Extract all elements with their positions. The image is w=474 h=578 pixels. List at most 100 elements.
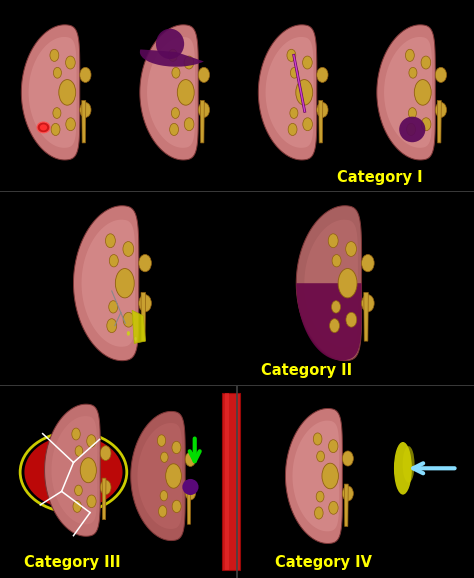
Polygon shape [141,292,146,341]
Ellipse shape [290,108,298,118]
Polygon shape [265,37,313,148]
Ellipse shape [139,295,151,312]
Ellipse shape [409,68,417,78]
Ellipse shape [329,318,339,332]
Polygon shape [292,421,339,531]
Polygon shape [73,206,139,361]
Ellipse shape [115,269,134,298]
Ellipse shape [287,49,296,61]
Ellipse shape [332,254,341,267]
Ellipse shape [313,433,322,445]
Polygon shape [140,25,198,160]
Ellipse shape [107,318,117,332]
Ellipse shape [184,56,194,69]
Bar [225,393,229,570]
Ellipse shape [177,80,194,105]
Ellipse shape [322,463,338,489]
Ellipse shape [74,485,82,496]
Ellipse shape [198,102,210,117]
Ellipse shape [291,68,299,78]
Ellipse shape [87,495,96,507]
Ellipse shape [127,331,130,336]
Polygon shape [285,409,342,543]
Ellipse shape [25,436,122,509]
Ellipse shape [156,29,184,59]
Polygon shape [377,25,435,160]
Ellipse shape [331,301,340,313]
Ellipse shape [435,67,447,83]
Polygon shape [21,25,80,160]
Ellipse shape [165,464,182,488]
Ellipse shape [288,123,297,135]
Ellipse shape [72,428,80,440]
Polygon shape [296,206,362,361]
Polygon shape [102,478,106,520]
Polygon shape [258,25,317,160]
Ellipse shape [414,80,431,105]
Ellipse shape [87,435,96,447]
Polygon shape [437,101,441,143]
Ellipse shape [421,118,431,131]
Ellipse shape [338,269,357,298]
Polygon shape [344,484,348,527]
Ellipse shape [317,67,328,83]
Ellipse shape [407,123,416,135]
Ellipse shape [346,242,356,257]
Ellipse shape [158,506,167,517]
Polygon shape [319,101,323,143]
Ellipse shape [75,446,83,456]
Ellipse shape [170,123,179,135]
Ellipse shape [100,446,111,461]
Ellipse shape [198,67,210,83]
Ellipse shape [184,118,194,131]
Polygon shape [304,220,358,347]
Ellipse shape [59,80,76,105]
Ellipse shape [317,102,328,117]
Ellipse shape [135,337,137,341]
Ellipse shape [182,479,199,495]
Ellipse shape [346,312,357,327]
Ellipse shape [342,486,353,501]
Polygon shape [137,423,182,529]
Ellipse shape [435,102,447,117]
Ellipse shape [185,486,196,500]
Polygon shape [384,37,432,148]
Polygon shape [131,412,185,540]
Polygon shape [45,404,100,536]
Polygon shape [364,292,368,341]
Ellipse shape [172,68,180,78]
Ellipse shape [123,312,134,327]
Ellipse shape [362,254,374,272]
Ellipse shape [362,295,374,312]
Ellipse shape [65,56,75,69]
Ellipse shape [405,49,414,61]
Ellipse shape [328,234,338,248]
Ellipse shape [37,122,50,133]
Wedge shape [140,49,204,66]
Ellipse shape [303,118,312,131]
Ellipse shape [168,49,177,61]
Polygon shape [52,416,97,524]
Polygon shape [82,101,86,143]
Ellipse shape [80,102,91,117]
Bar [222,393,240,570]
Text: Category III: Category III [24,555,120,570]
Ellipse shape [73,501,82,512]
Ellipse shape [402,446,415,483]
Ellipse shape [316,491,324,502]
Ellipse shape [328,440,338,453]
Ellipse shape [100,480,111,495]
Ellipse shape [54,68,62,78]
Ellipse shape [329,501,338,514]
Polygon shape [82,220,135,347]
Polygon shape [200,101,204,143]
Ellipse shape [53,108,61,118]
Ellipse shape [40,124,47,131]
Ellipse shape [157,435,165,446]
Polygon shape [132,310,146,343]
Ellipse shape [399,117,425,142]
Polygon shape [147,37,195,148]
Polygon shape [187,484,191,524]
Ellipse shape [317,451,325,462]
Ellipse shape [421,56,431,69]
